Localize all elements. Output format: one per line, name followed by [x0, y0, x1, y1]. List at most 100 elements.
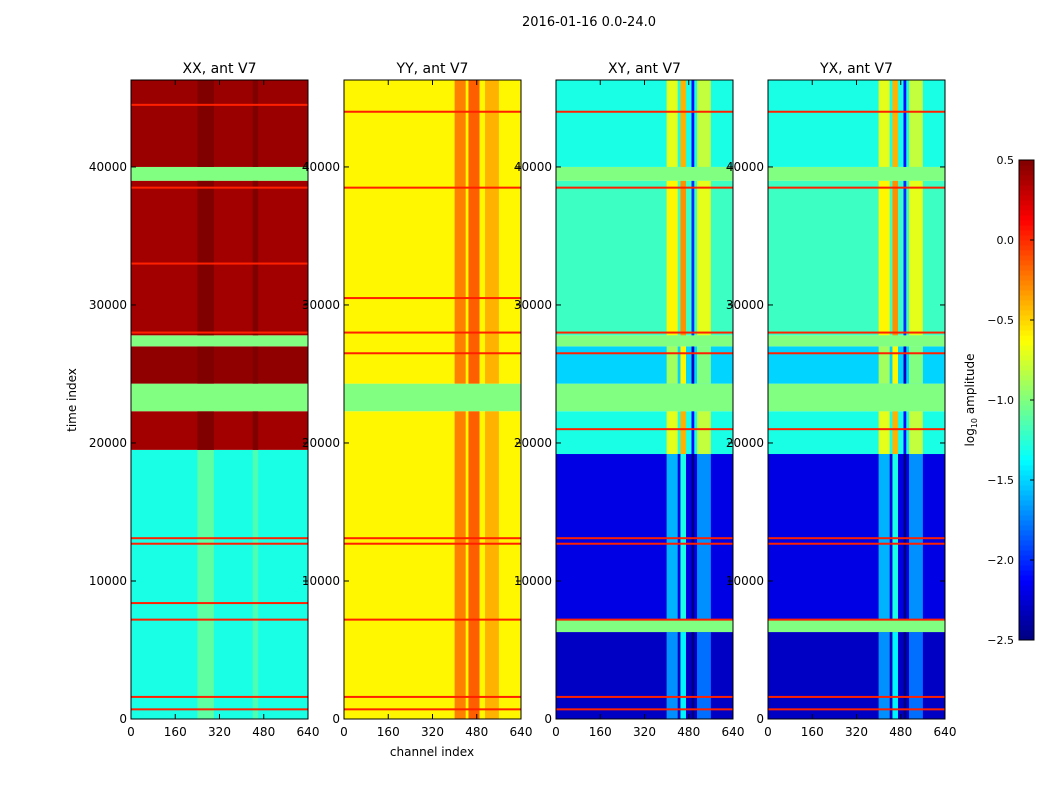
- heatmap-channel-band: [691, 411, 695, 455]
- colorbar-swatch: [1019, 375, 1034, 381]
- heatmap-channel-band: [697, 454, 711, 620]
- heatmap-channel-band: [903, 180, 907, 336]
- colorbar-swatch: [1019, 215, 1034, 221]
- x-tick-label: 0: [340, 725, 348, 739]
- colorbar-swatch: [1019, 560, 1034, 566]
- heatmap-channel-band: [697, 632, 711, 719]
- colorbar-swatch: [1019, 195, 1034, 201]
- heatmap-channel-band: [892, 454, 898, 620]
- y-tick-label: 0: [756, 712, 764, 726]
- colorbar-label: log10 amplitude: [963, 354, 979, 447]
- colorbar-swatch: [1019, 565, 1034, 571]
- heatmap-line: [344, 695, 521, 698]
- colorbar-swatch: [1019, 590, 1034, 596]
- heatmap-channel-band: [691, 346, 695, 384]
- colorbar-swatch: [1019, 420, 1034, 426]
- x-tick-label: 160: [801, 725, 824, 739]
- heatmap-line: [556, 331, 733, 334]
- heatmap-channel-band: [903, 632, 907, 719]
- heatmap-channel-band: [680, 346, 686, 384]
- colorbar-swatch: [1019, 435, 1034, 441]
- figure-title: 2016-01-16 0.0-24.0: [522, 15, 656, 30]
- colorbar-swatch: [1019, 545, 1034, 551]
- y-tick-label: 10000: [302, 574, 340, 588]
- heatmap-channel-band: [892, 80, 898, 167]
- heatmap-channel-band: [691, 180, 695, 336]
- heatmap-segment: [556, 166, 733, 181]
- y-tick-label: 40000: [89, 160, 127, 174]
- colorbar-swatch: [1019, 600, 1034, 606]
- x-tick-label: 480: [252, 725, 275, 739]
- colorbar-swatch: [1019, 320, 1034, 326]
- x-tick-label: 320: [208, 725, 231, 739]
- heatmap-line: [344, 110, 521, 113]
- colorbar-swatch: [1019, 270, 1034, 276]
- heatmap-channel-band: [252, 180, 259, 336]
- heatmap-channel-band: [892, 180, 898, 336]
- colorbar-swatch: [1019, 335, 1034, 341]
- heatmap-channel-band: [252, 411, 259, 450]
- heatmap-line: [344, 618, 521, 621]
- colorbar-swatch: [1019, 385, 1034, 391]
- heatmap-line: [768, 708, 945, 711]
- heatmap-channel-band: [666, 80, 678, 167]
- colorbar-swatch: [1019, 500, 1034, 506]
- heatmap-line: [556, 695, 733, 698]
- colorbar-swatch: [1019, 295, 1034, 301]
- heatmap-line: [344, 352, 521, 355]
- panel-title: XX, ant V7: [183, 61, 257, 77]
- panel-2: YY, ant V7 0 160 320 480 640 0 10000 20000 30000 4…: [302, 61, 533, 739]
- y-axis-label: time index: [65, 368, 79, 432]
- heatmap-segment: [768, 166, 945, 181]
- colorbar-swatch: [1019, 225, 1034, 231]
- x-tick-label: 0: [764, 725, 772, 739]
- heatmap-channel-band: [892, 411, 898, 455]
- heatmap-segment: [131, 80, 308, 167]
- panel-4: YX, ant V7 0 160 320 480 640 0 10000 20000 30000 4…: [726, 61, 957, 739]
- colorbar-swatch: [1019, 635, 1034, 641]
- colorbar-swatch: [1019, 250, 1034, 256]
- colorbar-swatch: [1019, 450, 1034, 456]
- colorbar-swatch: [1019, 360, 1034, 366]
- y-tick-label: 20000: [514, 436, 552, 450]
- heatmap-line: [131, 103, 308, 106]
- heatmap-channel-band: [468, 80, 480, 384]
- colorbar-swatch: [1019, 330, 1034, 336]
- heatmap-channel-band: [691, 454, 695, 620]
- heatmap-line: [131, 537, 308, 540]
- heatmap-line: [344, 708, 521, 711]
- x-tick-label: 640: [722, 725, 745, 739]
- colorbar-swatch: [1019, 400, 1034, 406]
- colorbar-swatch: [1019, 580, 1034, 586]
- colorbar-swatch: [1019, 165, 1034, 171]
- heatmap-line: [768, 352, 945, 355]
- heatmap-channel-band: [680, 180, 686, 336]
- heatmap-line: [556, 110, 733, 113]
- colorbar-swatch: [1019, 290, 1034, 296]
- colorbar-swatch: [1019, 540, 1034, 546]
- heatmap-channel-band: [680, 411, 686, 455]
- heatmap-line: [768, 695, 945, 698]
- y-tick-label: 40000: [514, 160, 552, 174]
- colorbar-swatch: [1019, 310, 1034, 316]
- colorbar-swatch: [1019, 480, 1034, 486]
- colorbar-swatch: [1019, 315, 1034, 321]
- colorbar-swatch: [1019, 275, 1034, 281]
- colorbar-swatch: [1019, 595, 1034, 601]
- heatmap-line: [556, 428, 733, 431]
- colorbar-swatch: [1019, 410, 1034, 416]
- colorbar-swatch: [1019, 340, 1034, 346]
- colorbar-swatch: [1019, 210, 1034, 216]
- heatmap-channel-band: [485, 411, 499, 719]
- heatmap-segment: [131, 180, 308, 336]
- heatmap-channel-band: [454, 80, 466, 384]
- x-tick-label: 160: [164, 725, 187, 739]
- x-axis-label: channel index: [390, 745, 474, 759]
- heatmap-segment: [768, 383, 945, 412]
- colorbar-swatch: [1019, 490, 1034, 496]
- colorbar-swatch: [1019, 395, 1034, 401]
- y-tick-label: 30000: [514, 298, 552, 312]
- y-tick-label: 0: [544, 712, 552, 726]
- colorbar-swatch: [1019, 205, 1034, 211]
